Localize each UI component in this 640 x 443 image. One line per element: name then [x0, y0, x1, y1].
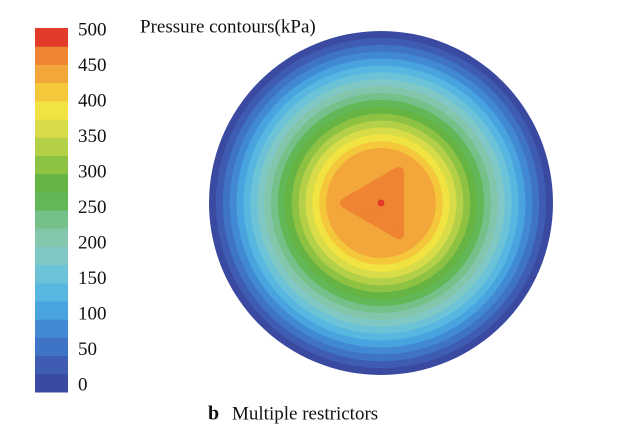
- colorbar-band: [35, 373, 68, 393]
- colorbar-band: [35, 64, 68, 84]
- colorbar-band: [35, 173, 68, 193]
- colorbar-tick-label: 250: [78, 197, 107, 218]
- colorbar-band: [35, 301, 68, 320]
- colorbar-band: [35, 264, 68, 284]
- colorbar-band: [35, 46, 68, 65]
- colorbar-tick-label: 200: [78, 232, 107, 253]
- chart-title: Pressure contours(kPa): [140, 16, 316, 37]
- contour-core: [350, 175, 399, 231]
- colorbar-band: [35, 100, 68, 120]
- colorbar-tick-label: 150: [78, 268, 107, 289]
- restrictor-point: [377, 199, 385, 207]
- colorbar-band: [35, 28, 68, 47]
- colorbar-tick-label: 50: [78, 339, 97, 360]
- colorbar-band: [35, 82, 68, 102]
- colorbar: 0 50 100 150 200 250 300 350 400 450 500: [35, 19, 107, 395]
- colorbar-tick-label: 300: [78, 161, 107, 182]
- caption-label: b: [208, 403, 219, 425]
- colorbar-tick-label: 500: [78, 19, 107, 40]
- colorbar-band: [35, 137, 68, 156]
- colorbar-tick-label: 450: [78, 55, 107, 76]
- colorbar-tick-label: 400: [78, 90, 107, 111]
- colorbar-band: [35, 246, 68, 266]
- contour-plot: [209, 31, 553, 375]
- colorbar-band: [35, 210, 68, 229]
- colorbar-band: [35, 228, 68, 247]
- colorbar-band: [35, 355, 68, 375]
- colorbar-band: [35, 119, 68, 138]
- colorbar-tick-label: 100: [78, 303, 107, 324]
- colorbar-band: [35, 155, 68, 175]
- colorbar-tick-label: 350: [78, 126, 107, 147]
- caption: Multiple restrictors: [232, 403, 378, 424]
- colorbar-band: [35, 337, 68, 357]
- colorbar-band: [35, 282, 68, 302]
- colorbar-band: [35, 191, 68, 211]
- colorbar-tick-label: 0: [78, 374, 88, 395]
- colorbar-band: [35, 319, 68, 338]
